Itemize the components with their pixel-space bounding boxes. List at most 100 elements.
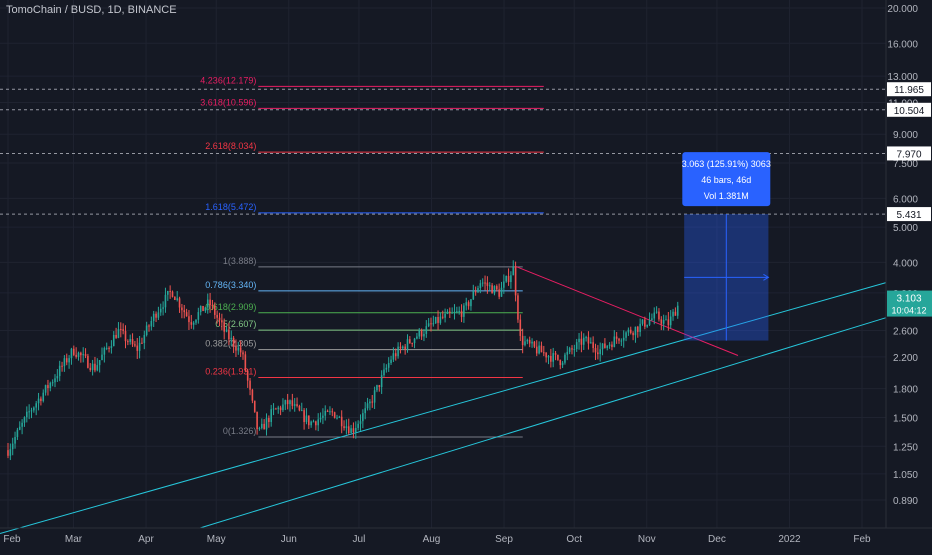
- candle-up: [366, 403, 369, 409]
- measure-info-text: Vol 1.381M: [704, 191, 749, 201]
- candle-up: [11, 443, 14, 450]
- candle-down: [587, 337, 590, 344]
- candle-up: [33, 407, 35, 411]
- candle-down: [611, 344, 613, 347]
- candle-down: [61, 365, 63, 367]
- candle-up: [68, 358, 70, 363]
- candle-up: [336, 417, 338, 419]
- price-tag-label: 10.504: [894, 106, 925, 117]
- candle-down: [550, 355, 552, 362]
- candle-up: [197, 312, 200, 320]
- candle-down: [279, 407, 282, 411]
- candle-down: [411, 342, 413, 344]
- candle-up: [590, 342, 592, 344]
- candle-up: [42, 392, 45, 401]
- candle-down: [80, 352, 82, 356]
- candle-up: [58, 365, 61, 377]
- candle-down: [171, 291, 174, 297]
- x-tick-label: Nov: [638, 534, 656, 545]
- candle-up: [608, 344, 611, 346]
- candle-down: [73, 348, 75, 355]
- x-tick-label: Mar: [65, 534, 83, 545]
- candle-down: [658, 311, 660, 320]
- candle-down: [232, 337, 235, 347]
- x-tick-label: Jul: [353, 534, 366, 545]
- candle-down: [430, 323, 432, 325]
- x-tick-label: Dec: [708, 534, 726, 545]
- candle-up: [329, 411, 331, 413]
- candle-up: [70, 348, 73, 359]
- candle-down: [218, 317, 221, 321]
- candle-up: [364, 408, 366, 414]
- candle-down: [174, 296, 176, 300]
- candle-down: [394, 353, 397, 357]
- candle-down: [597, 352, 599, 355]
- candle-up: [101, 354, 103, 361]
- price-tag-bg: [887, 102, 931, 117]
- candle-down: [303, 410, 305, 423]
- candle-down: [521, 335, 524, 346]
- candle-up: [526, 339, 529, 342]
- candle-up: [355, 427, 357, 433]
- measure-info-text: 3.063 (125.91%) 3063: [682, 159, 771, 169]
- candle-up: [110, 346, 113, 348]
- candle-up: [258, 428, 261, 430]
- candle-up: [387, 363, 390, 368]
- x-tick-label: Feb: [3, 534, 21, 545]
- candle-down: [484, 282, 486, 284]
- candle-down: [571, 348, 573, 350]
- candle-up: [204, 307, 207, 312]
- measure-tool: 3.063 (125.91%) 3063 46 bars, 46d Vol 1.38…: [682, 152, 771, 341]
- y-tick-label: 16.000: [887, 39, 918, 50]
- candle-up: [56, 376, 59, 379]
- candle-up: [425, 326, 428, 334]
- candle-up: [397, 346, 399, 357]
- candle-up: [300, 410, 303, 412]
- candle-up: [653, 312, 656, 319]
- candle-down: [286, 400, 289, 405]
- candle-down: [315, 421, 317, 426]
- fib-level-label: 1(3.888): [223, 256, 257, 266]
- candle-up: [192, 322, 195, 325]
- candle-down: [496, 286, 498, 290]
- candle-up: [293, 404, 296, 406]
- y-tick-label: 5.000: [893, 223, 918, 234]
- y-tick-label: 20.000: [887, 4, 918, 15]
- candle-down: [127, 341, 129, 343]
- fib-level-label: 4.236(12.179): [200, 75, 256, 85]
- candle-down: [124, 330, 127, 342]
- candle-up: [672, 311, 674, 317]
- candle-up: [289, 400, 291, 405]
- candle-up: [646, 324, 648, 327]
- upper-support-trendline: [0, 282, 887, 534]
- candle-up: [143, 335, 146, 343]
- candle-up: [477, 288, 479, 293]
- candle-down: [554, 353, 557, 355]
- candle-down: [178, 298, 181, 308]
- x-tick-label: Feb: [853, 534, 871, 545]
- candle-up: [206, 299, 209, 308]
- candle-up: [578, 338, 580, 343]
- candle-up: [195, 319, 197, 323]
- candle-down: [331, 411, 334, 413]
- candle-down: [190, 322, 193, 325]
- candle-up: [18, 426, 21, 430]
- candle-down: [89, 367, 92, 370]
- y-tick-label: 7.500: [893, 159, 918, 170]
- candle-down: [148, 325, 150, 327]
- candle-down: [449, 311, 451, 314]
- candle-up: [599, 349, 601, 355]
- x-tick-label: Sep: [495, 534, 513, 545]
- candle-up: [479, 283, 482, 289]
- candle-up: [338, 416, 341, 418]
- candle-down: [486, 282, 489, 286]
- candle-down: [181, 307, 183, 311]
- candle-up: [453, 311, 456, 313]
- candle-down: [84, 354, 87, 356]
- candle-up: [564, 354, 566, 363]
- candle-up: [434, 317, 437, 324]
- candle-up: [538, 345, 540, 354]
- candle-up: [312, 421, 315, 423]
